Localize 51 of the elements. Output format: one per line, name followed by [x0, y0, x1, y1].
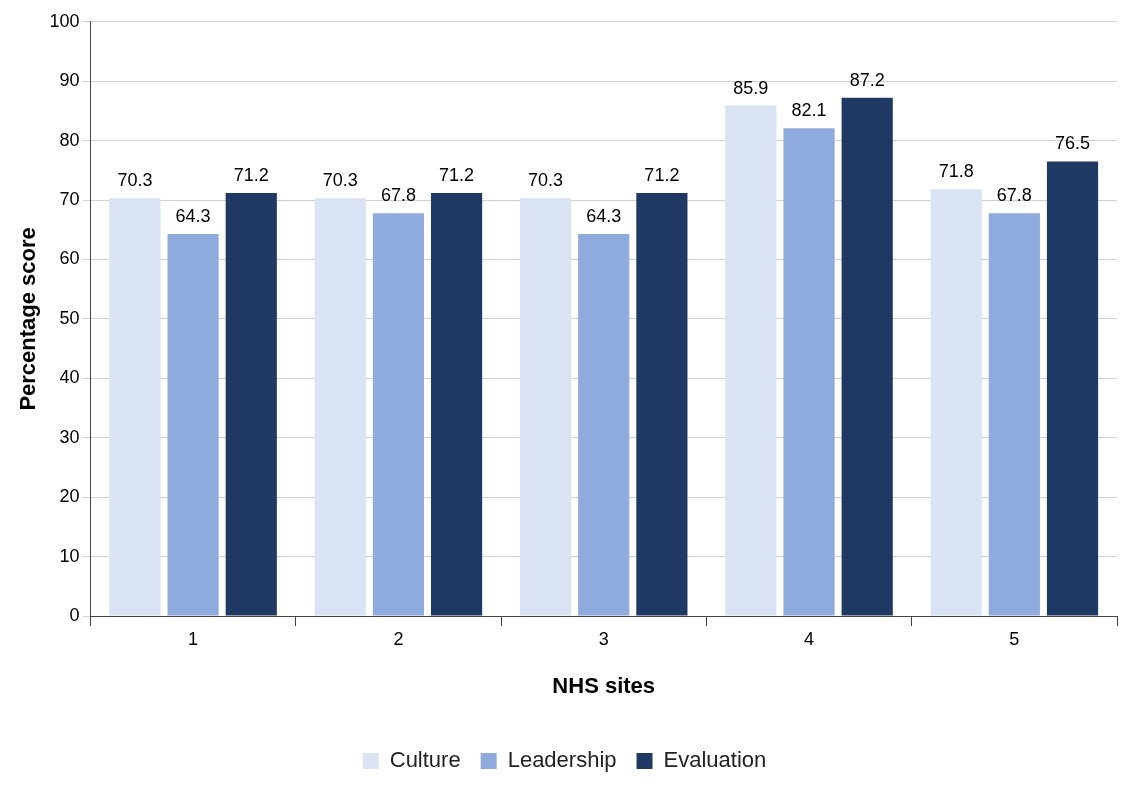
y-tick-label: 0	[69, 604, 80, 625]
bar	[167, 233, 219, 616]
y-tick-label: 10	[59, 545, 80, 566]
bar	[725, 105, 777, 616]
data-label: 85.9	[733, 77, 769, 98]
x-tick-label: 1	[188, 628, 199, 649]
data-label: 70.3	[322, 170, 358, 191]
y-tick-label: 20	[59, 486, 80, 507]
bar	[841, 97, 893, 616]
bar	[783, 128, 835, 616]
data-label: 67.8	[996, 185, 1032, 206]
y-tick-label: 80	[59, 129, 80, 150]
data-label: 67.8	[380, 185, 416, 206]
x-tick-label: 3	[598, 628, 609, 649]
data-label: 64.3	[175, 205, 211, 226]
data-label: 87.2	[849, 69, 885, 90]
x-tick-label: 5	[1009, 628, 1020, 649]
y-tick-label: 60	[59, 248, 80, 269]
legend-label: Leadership	[507, 747, 617, 773]
legend-label: Culture	[389, 747, 461, 773]
bar	[578, 233, 630, 616]
y-tick-label: 100	[49, 10, 80, 31]
bar	[636, 192, 688, 616]
data-label: 71.2	[439, 164, 475, 185]
data-label: 76.5	[1054, 133, 1091, 154]
data-label: 71.2	[644, 164, 680, 185]
data-label: 64.3	[586, 205, 622, 226]
bar	[519, 198, 572, 616]
x-axis-title: NHS sites	[552, 672, 656, 698]
y-axis-title: Percentage score	[15, 227, 41, 411]
y-tick-label: 30	[59, 426, 80, 447]
legend-label: Evaluation	[663, 747, 767, 773]
y-tick-label: 70	[59, 189, 80, 210]
bar	[372, 213, 424, 616]
bar	[1046, 161, 1099, 616]
bar	[109, 198, 161, 616]
bar	[988, 213, 1040, 616]
y-tick-label: 90	[59, 70, 80, 91]
bar	[930, 189, 982, 616]
y-tick-label: 40	[59, 367, 80, 388]
data-label: 71.2	[233, 164, 269, 185]
y-tick-label: 50	[59, 307, 80, 328]
data-label: 70.3	[117, 170, 153, 191]
bar	[314, 198, 366, 616]
x-tick-label: 2	[393, 628, 404, 649]
data-label: 71.8	[938, 161, 974, 182]
data-label: 70.3	[528, 170, 564, 191]
data-label: 82.1	[791, 100, 827, 121]
bar	[430, 192, 483, 616]
x-tick-label: 4	[804, 628, 815, 649]
bar	[225, 192, 277, 616]
